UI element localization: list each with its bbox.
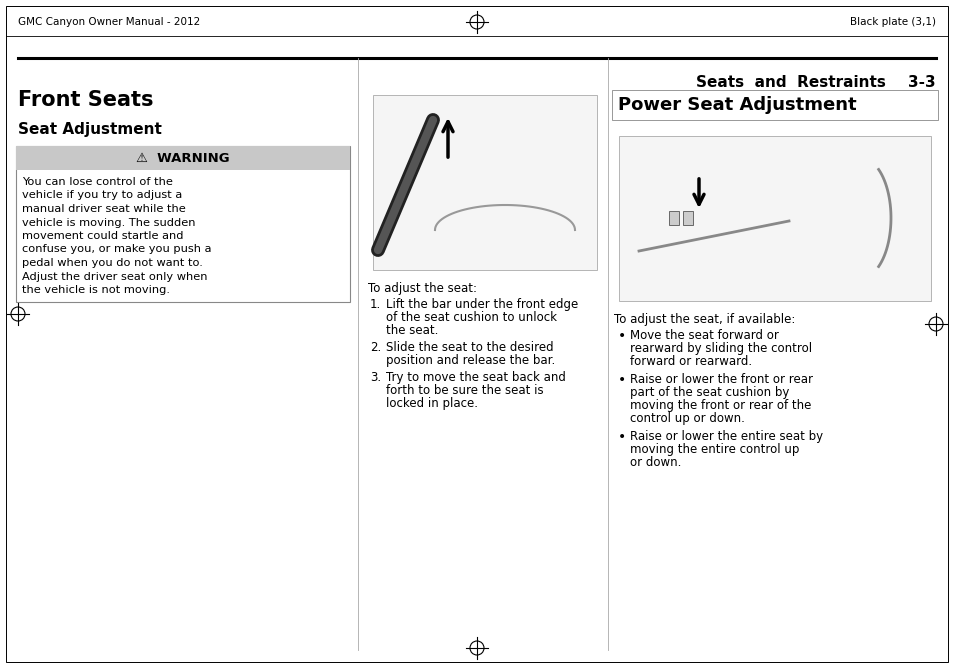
Text: or down.: or down. bbox=[629, 456, 680, 469]
Text: pedal when you do not want to.: pedal when you do not want to. bbox=[22, 258, 203, 268]
Text: Black plate (3,1): Black plate (3,1) bbox=[849, 17, 935, 27]
Text: control up or down.: control up or down. bbox=[629, 412, 744, 425]
Text: 3.: 3. bbox=[370, 371, 381, 384]
Bar bbox=[612, 90, 937, 120]
Bar bbox=[373, 95, 597, 270]
Bar bbox=[682, 211, 692, 225]
Text: Adjust the driver seat only when: Adjust the driver seat only when bbox=[22, 271, 208, 281]
Text: GMC Canyon Owner Manual - 2012: GMC Canyon Owner Manual - 2012 bbox=[18, 17, 200, 27]
Bar bbox=[668, 211, 679, 225]
Text: Move the seat forward or: Move the seat forward or bbox=[629, 329, 778, 342]
Text: You can lose control of the: You can lose control of the bbox=[22, 177, 172, 187]
Text: locked in place.: locked in place. bbox=[386, 397, 477, 410]
Text: To adjust the seat, if available:: To adjust the seat, if available: bbox=[614, 313, 795, 326]
Text: 3-3: 3-3 bbox=[907, 75, 935, 90]
Text: ⚠  WARNING: ⚠ WARNING bbox=[136, 152, 230, 164]
Text: part of the seat cushion by: part of the seat cushion by bbox=[629, 386, 788, 399]
Text: confuse you, or make you push a: confuse you, or make you push a bbox=[22, 244, 212, 255]
Text: vehicle if you try to adjust a: vehicle if you try to adjust a bbox=[22, 190, 182, 200]
Text: the seat.: the seat. bbox=[386, 324, 438, 337]
Bar bbox=[16, 146, 350, 301]
Text: moving the entire control up: moving the entire control up bbox=[629, 443, 799, 456]
Text: moving the front or rear of the: moving the front or rear of the bbox=[629, 399, 810, 412]
Text: •: • bbox=[618, 373, 625, 387]
Text: Lift the bar under the front edge: Lift the bar under the front edge bbox=[386, 298, 578, 311]
Text: Seat Adjustment: Seat Adjustment bbox=[18, 122, 162, 137]
Text: Power Seat Adjustment: Power Seat Adjustment bbox=[618, 96, 856, 114]
Text: Raise or lower the entire seat by: Raise or lower the entire seat by bbox=[629, 430, 822, 443]
Text: •: • bbox=[618, 329, 625, 343]
Text: manual driver seat while the: manual driver seat while the bbox=[22, 204, 186, 214]
Text: of the seat cushion to unlock: of the seat cushion to unlock bbox=[386, 311, 557, 324]
Text: movement could startle and: movement could startle and bbox=[22, 231, 183, 241]
Text: Front Seats: Front Seats bbox=[18, 90, 153, 110]
Text: To adjust the seat:: To adjust the seat: bbox=[368, 282, 476, 295]
Text: forward or rearward.: forward or rearward. bbox=[629, 355, 751, 368]
Text: Slide the seat to the desired: Slide the seat to the desired bbox=[386, 341, 553, 354]
Text: Seats  and  Restraints: Seats and Restraints bbox=[696, 75, 885, 90]
Text: 1.: 1. bbox=[370, 298, 381, 311]
Text: vehicle is moving. The sudden: vehicle is moving. The sudden bbox=[22, 218, 195, 228]
Text: position and release the bar.: position and release the bar. bbox=[386, 354, 555, 367]
Text: •: • bbox=[618, 430, 625, 444]
Bar bbox=[16, 146, 350, 170]
Text: 2.: 2. bbox=[370, 341, 381, 354]
Bar bbox=[618, 136, 930, 301]
Text: forth to be sure the seat is: forth to be sure the seat is bbox=[386, 384, 543, 397]
Text: the vehicle is not moving.: the vehicle is not moving. bbox=[22, 285, 170, 295]
Text: Raise or lower the front or rear: Raise or lower the front or rear bbox=[629, 373, 812, 386]
Text: rearward by sliding the control: rearward by sliding the control bbox=[629, 342, 811, 355]
Text: Try to move the seat back and: Try to move the seat back and bbox=[386, 371, 565, 384]
